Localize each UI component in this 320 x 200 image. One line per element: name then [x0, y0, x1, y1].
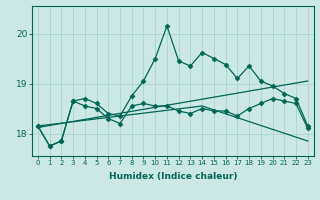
- X-axis label: Humidex (Indice chaleur): Humidex (Indice chaleur): [108, 172, 237, 181]
